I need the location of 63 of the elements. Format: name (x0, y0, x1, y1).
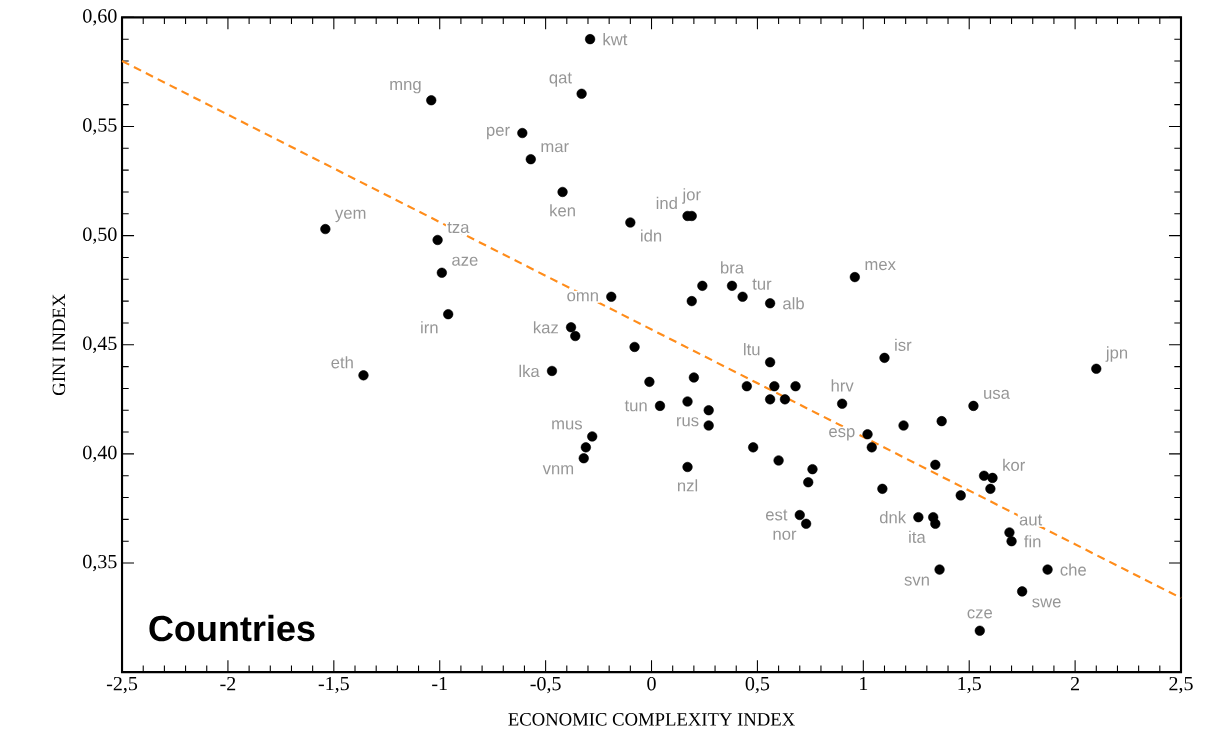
annotation: Countries (149, 614, 315, 642)
annotation: ita (909, 530, 926, 543)
x-tick-label: -2 (220, 676, 236, 691)
x-tick-label: 2,5 (1169, 676, 1193, 694)
y-tick-label: 0,40 (83, 445, 117, 463)
annotation: rus (677, 417, 699, 427)
annotation: mus (552, 420, 583, 430)
x-tick-label: -1 (432, 676, 447, 691)
y-axis-title: GINI INDEX (52, 294, 66, 396)
annotation: ind (656, 196, 677, 210)
annotation: dnk (879, 511, 907, 524)
annotation: mng (390, 80, 421, 94)
annotation: mar (541, 143, 569, 153)
annotation: mex (865, 261, 896, 271)
y-tick-label: 0,35 (83, 554, 117, 572)
annotation: kor (1003, 458, 1025, 472)
annotation: bra (721, 261, 745, 274)
annotation: eth (331, 356, 353, 369)
annotation: yem (335, 209, 366, 223)
annotation: kwt (603, 33, 628, 46)
x-tick-label: 0,5 (745, 676, 770, 694)
annotation: per (487, 126, 510, 140)
annotation: che (1060, 563, 1086, 576)
annotation: nor (773, 530, 797, 540)
annotation: swe (1032, 598, 1061, 608)
annotation: alb (783, 297, 804, 310)
annotation: jpn (1105, 346, 1128, 362)
annotation: jor (682, 188, 701, 204)
y-tick-label: 0,60 (83, 9, 117, 26)
annotation: irn (421, 321, 438, 334)
annotation: lka (519, 364, 540, 378)
y-tick-label: 0,50 (83, 227, 117, 244)
annotation: vnm (542, 465, 574, 475)
x-tick-label: -0,5 (530, 676, 561, 694)
y-tick-label: 0,55 (83, 118, 117, 135)
annotation: qat (549, 72, 572, 87)
annotation: aze (452, 256, 478, 266)
annotation: cze (967, 609, 993, 619)
annotation: usa (984, 389, 1010, 400)
annotation: kaz (533, 321, 558, 334)
y-tick-label: 0,45 (83, 336, 117, 354)
annotation: esp (829, 428, 855, 441)
x-tick-label: 0 (647, 676, 656, 691)
annotation: svn (904, 576, 929, 586)
annotation: tun (624, 400, 647, 412)
annotation: tza (447, 222, 470, 234)
annotation: isr (895, 338, 912, 351)
annotation: est (765, 509, 788, 521)
annotation: omn (567, 292, 598, 302)
annotation: fin (1024, 535, 1041, 548)
annotation: aut (1019, 514, 1043, 526)
annotation: nzl (677, 479, 698, 492)
annotation: hrv (831, 379, 854, 392)
annotation: tur (752, 278, 772, 290)
annotation: idn (641, 229, 662, 242)
x-tick-label: 1,5 (958, 676, 981, 694)
x-tick-label: 1 (860, 676, 868, 691)
x-tick-label: 2 (1070, 676, 1079, 691)
annotation: ltu (744, 343, 760, 356)
x-tick-label: -2,5 (106, 676, 138, 694)
x-axis-title: ECONOMIC COMPLEXITY INDEX (508, 713, 795, 726)
x-tick-label: -1,5 (318, 676, 349, 694)
annotation: ken (550, 204, 575, 217)
